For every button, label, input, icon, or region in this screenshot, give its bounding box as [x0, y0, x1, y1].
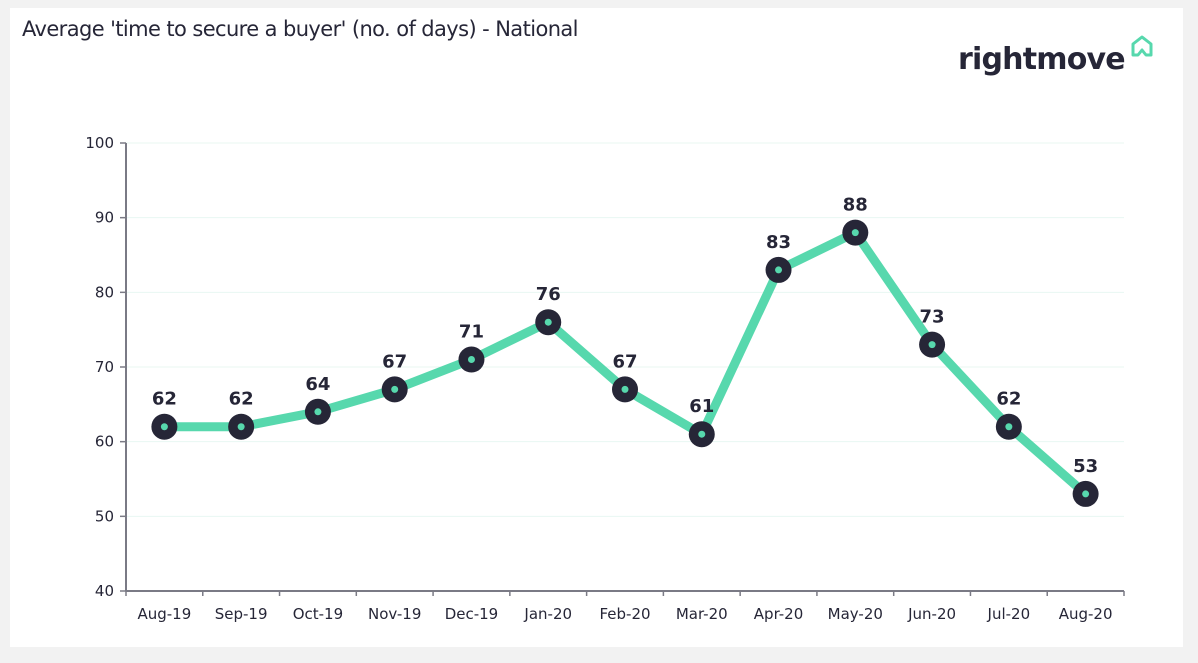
- data-point-center: [1082, 490, 1090, 498]
- data-point-center: [544, 318, 552, 326]
- y-tick-label: 70: [95, 358, 114, 376]
- data-label: 62: [152, 389, 177, 410]
- data-label: 71: [459, 322, 484, 343]
- x-tick-label: May-20: [828, 605, 883, 623]
- x-tick-label: Apr-20: [754, 605, 804, 623]
- data-label: 76: [536, 284, 561, 305]
- data-label: 62: [996, 389, 1021, 410]
- data-labels: 62 62 64 67 71 76 67 61 83 88 73 62 53: [152, 195, 1098, 477]
- data-point-center: [928, 341, 936, 349]
- y-tick-label: 60: [95, 433, 114, 451]
- data-label: 62: [229, 389, 254, 410]
- data-point-center: [698, 430, 706, 438]
- x-tick-label: Jun-20: [907, 605, 956, 623]
- data-point-center: [1005, 423, 1013, 431]
- x-axis-ticks: Aug-19 Sep-19 Oct-19 Nov-19 Dec-19 Jan-20 Feb-…: [125, 591, 1125, 623]
- data-label: 64: [305, 374, 330, 395]
- x-tick-label: Dec-19: [445, 605, 499, 623]
- data-label: 83: [766, 232, 791, 253]
- y-axis-ticks: 40 50 60 70 80 90 100: [85, 134, 126, 600]
- data-label: 73: [920, 307, 945, 328]
- rightmove-logo: rightmove: [958, 35, 1155, 78]
- y-tick-label: 80: [95, 283, 114, 301]
- y-tick-label: 40: [95, 582, 114, 600]
- chart-card: [10, 8, 1183, 647]
- y-tick-label: 100: [85, 134, 114, 152]
- data-point-center: [467, 356, 475, 364]
- data-label: 67: [612, 351, 637, 372]
- data-point-center: [391, 385, 399, 393]
- x-tick-label: Feb-20: [599, 605, 650, 623]
- x-tick-label: Oct-19: [293, 605, 343, 623]
- x-tick-label: Jul-20: [987, 605, 1031, 623]
- data-point-center: [237, 423, 245, 431]
- data-markers: [151, 219, 1099, 507]
- house-icon: [1129, 34, 1155, 62]
- data-point-center: [314, 408, 322, 416]
- x-tick-label: Aug-19: [137, 605, 191, 623]
- x-tick-label: Mar-20: [676, 605, 728, 623]
- data-point-center: [621, 385, 629, 393]
- data-label: 53: [1073, 456, 1098, 477]
- x-tick-label: Jan-20: [523, 605, 572, 623]
- logo-text: rightmove: [958, 42, 1126, 77]
- data-point-center: [851, 229, 859, 237]
- data-label: 88: [843, 195, 868, 216]
- gridlines: [126, 142, 1124, 517]
- x-tick-label: Sep-19: [215, 605, 268, 623]
- chart-title: Average 'time to secure a buyer' (no. of…: [22, 17, 579, 41]
- data-point-center: [160, 423, 168, 431]
- data-label: 61: [689, 396, 714, 417]
- data-point-center: [775, 266, 783, 274]
- x-tick-label: Aug-20: [1059, 605, 1113, 623]
- y-tick-label: 50: [95, 507, 114, 525]
- x-tick-label: Nov-19: [368, 605, 421, 623]
- data-label: 67: [382, 351, 407, 372]
- y-tick-label: 90: [95, 209, 114, 227]
